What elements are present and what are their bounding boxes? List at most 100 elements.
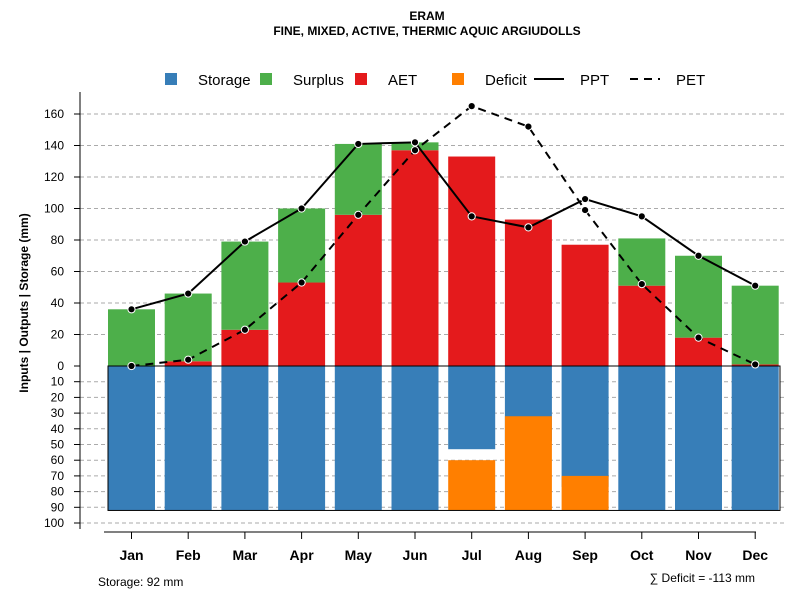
bar-storage (448, 366, 496, 450)
ppt-point (184, 289, 193, 298)
y-tick-label: 50 (51, 438, 65, 452)
bar-storage (391, 366, 439, 511)
legend-label-aet: AET (388, 72, 417, 89)
ppt-point (751, 281, 760, 290)
bar-storage (334, 366, 382, 511)
x-tick-label: Oct (630, 547, 654, 563)
bar-surplus (731, 285, 779, 365)
legend-swatch-surplus (260, 73, 272, 85)
y-axis-label: Inputs | Outputs | Storage (mm) (17, 213, 31, 392)
ppt-line (131, 141, 756, 311)
ppt-point (297, 204, 306, 213)
y-tick-label: 100 (44, 516, 64, 530)
bar-storage (618, 366, 666, 511)
axes: 0204060801001201401601020304050607080901… (44, 92, 768, 563)
pet-point (297, 278, 306, 287)
y-tick-label: 40 (51, 296, 65, 310)
y-tick-label: 100 (44, 202, 64, 216)
legend-swatch-storage (165, 73, 177, 85)
x-tick-label: Jul (462, 547, 482, 563)
ppt-point (694, 251, 703, 260)
bar-storage (675, 366, 722, 511)
bar-aet (675, 337, 722, 366)
x-tick-label: Jun (403, 547, 428, 563)
bar-storage (108, 366, 155, 511)
y-tick-label: 10 (51, 375, 65, 389)
bar-deficit (561, 475, 609, 511)
pet-point (184, 355, 193, 364)
pet-point (751, 360, 760, 369)
x-tick-label: Apr (290, 547, 315, 563)
bar-storage (221, 366, 269, 511)
y-tick-label: 70 (51, 469, 65, 483)
bar-surplus (108, 309, 155, 366)
y-tick-label: 30 (51, 406, 65, 420)
ppt-point (127, 305, 136, 314)
bar-aet (221, 329, 269, 366)
y-tick-label: 40 (51, 422, 65, 436)
legend-label-surplus: Surplus (293, 72, 344, 89)
y-tick-label: 90 (51, 500, 65, 514)
legend-label-deficit: Deficit (485, 72, 528, 89)
chart-title: ERAM (409, 9, 444, 23)
x-tick-label: Feb (176, 547, 201, 563)
chart-subtitle: FINE, MIXED, ACTIVE, THERMIC AQUIC ARGIU… (273, 24, 580, 38)
x-tick-label: Sep (572, 547, 598, 563)
bar-storage (164, 366, 212, 511)
bar-deficit (448, 460, 496, 511)
legend-swatch-deficit (452, 73, 464, 85)
bar-aet (448, 156, 496, 366)
x-tick-label: Aug (515, 547, 542, 563)
deficit-footnote: ∑ Deficit = -113 mm (650, 571, 755, 585)
bar-surplus (164, 293, 212, 362)
bar-aet (504, 219, 552, 366)
pet-point (694, 333, 703, 342)
ppt-point (240, 237, 249, 246)
y-tick-label: 120 (44, 170, 64, 184)
bar-aet (618, 285, 666, 366)
y-tick-label: 160 (44, 107, 64, 121)
legend: Storage Surplus AET Deficit PPT PET (165, 72, 705, 89)
pet-point (240, 325, 249, 334)
y-tick-label: 60 (51, 265, 65, 279)
y-tick-label: 80 (51, 233, 65, 247)
pet-point (127, 361, 136, 371)
ppt-point (467, 212, 476, 221)
bar-aet (561, 244, 609, 366)
legend-label-pet: PET (676, 72, 705, 89)
y-tick-label: 140 (44, 139, 64, 153)
ppt-point (410, 138, 420, 147)
storage-capacity-frame (107, 365, 781, 511)
bar-storage (561, 366, 609, 487)
pet-point (410, 146, 420, 155)
y-tick-label: 20 (51, 328, 65, 342)
pet-point (354, 210, 363, 219)
x-tick-label: Nov (685, 547, 712, 563)
bars (107, 142, 781, 511)
ppt-point (354, 139, 363, 149)
x-tick-label: May (345, 547, 372, 563)
bar-surplus (618, 238, 666, 286)
y-tick-label: 20 (51, 390, 65, 404)
ppt-point (637, 212, 646, 221)
storage-footnote: Storage: 92 mm (98, 575, 183, 589)
bar-storage (731, 366, 779, 511)
bar-storage (278, 366, 326, 511)
series-lines (127, 102, 760, 371)
x-tick-label: Mar (232, 547, 257, 563)
x-tick-label: Jan (119, 547, 143, 563)
legend-label-storage: Storage (198, 72, 251, 89)
bar-surplus (278, 208, 326, 283)
bar-aet (334, 214, 382, 366)
y-tick-label: 60 (51, 453, 65, 467)
pet-point (637, 280, 646, 289)
pet-point (524, 122, 533, 131)
legend-swatch-aet (355, 73, 367, 85)
y-tick-label: 80 (51, 485, 65, 499)
legend-label-ppt: PPT (580, 72, 609, 89)
ppt-point (524, 223, 533, 232)
pet-point (581, 205, 590, 215)
ppt-point (581, 194, 590, 204)
bar-deficit (504, 416, 552, 511)
